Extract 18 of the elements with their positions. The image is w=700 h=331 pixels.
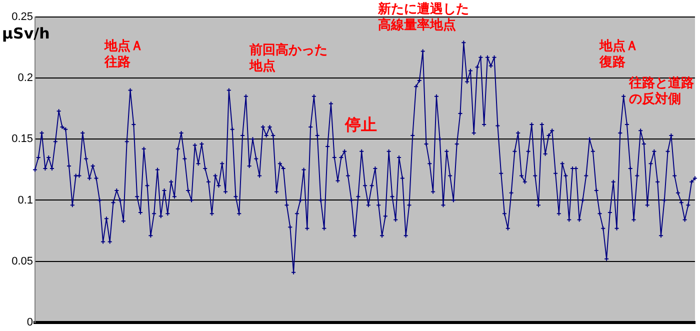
annotation: 復路 — [598, 54, 626, 70]
y-tick-label: 0.25 — [12, 11, 33, 24]
text: 新たに遭遇した — [377, 0, 470, 17]
y-axis-title: μSv/h — [2, 24, 50, 42]
annotation: 地点Ａ — [103, 38, 144, 54]
annotation: 往路 — [103, 54, 130, 70]
y-tick-label: 0.05 — [12, 255, 33, 268]
annotation: 地点Ａ — [598, 38, 638, 54]
y-tick-label: 0.2 — [18, 72, 33, 84]
annotation: 停止 — [344, 115, 378, 134]
annotation: 前回高かった — [248, 42, 328, 58]
annotation: 往路と道路 — [628, 74, 694, 91]
annotation: の反対側 — [629, 90, 681, 107]
y-tick-label: 0.1 — [18, 194, 33, 206]
y-tick-label: 0.15 — [12, 133, 33, 146]
annotation: 高線量率地点 — [378, 16, 456, 33]
y-tick-label: 0 — [26, 316, 33, 328]
annotation: 地点 — [248, 58, 276, 74]
